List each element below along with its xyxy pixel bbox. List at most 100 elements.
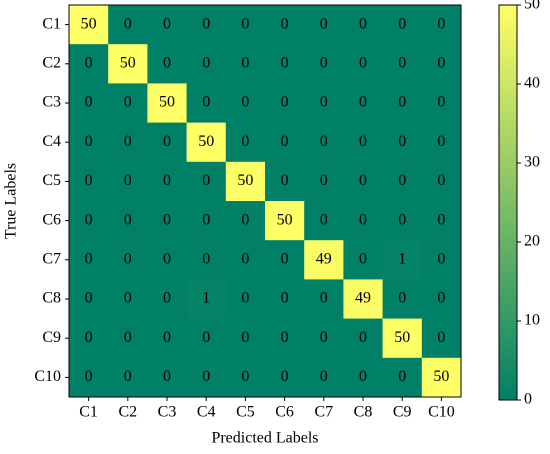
y-tick-label: C9 xyxy=(42,329,61,346)
cell-label: 0 xyxy=(398,54,406,71)
cell xyxy=(225,5,266,45)
cell xyxy=(304,44,344,84)
cell xyxy=(147,318,188,359)
cell-label: 0 xyxy=(124,172,132,189)
cell xyxy=(147,83,188,124)
cell-label: 0 xyxy=(124,329,132,346)
cell xyxy=(186,122,227,163)
x-tick-label: C5 xyxy=(236,404,255,421)
cell-label: 0 xyxy=(85,290,93,307)
cell-label: 0 xyxy=(359,211,367,228)
cell-label: 0 xyxy=(85,94,93,111)
cell-label: 0 xyxy=(241,250,249,267)
cell-label: 0 xyxy=(202,368,210,385)
cell xyxy=(186,83,227,124)
cell-label: 0 xyxy=(241,368,249,385)
colorbar-tick-label: 10 xyxy=(524,312,540,329)
cell-label: 50 xyxy=(433,368,449,385)
cell-label: 0 xyxy=(85,211,93,228)
y-tick-label: C10 xyxy=(34,368,61,385)
cell-label: 50 xyxy=(277,211,293,228)
cell xyxy=(69,44,109,84)
cell xyxy=(225,161,266,202)
cell-label: 0 xyxy=(202,15,210,32)
cell xyxy=(304,201,344,241)
cell xyxy=(343,5,384,45)
cell xyxy=(421,279,462,320)
cell xyxy=(225,279,266,320)
x-tick-label: C10 xyxy=(428,404,455,421)
cell xyxy=(343,122,384,163)
cell xyxy=(147,5,188,45)
cell-label: 1 xyxy=(398,250,406,267)
y-tick-label: C8 xyxy=(42,290,61,307)
cell xyxy=(147,122,188,163)
colorbar-tick-label: 30 xyxy=(524,154,540,171)
cell-label: 0 xyxy=(85,329,93,346)
cell-label: 0 xyxy=(437,94,445,111)
cell xyxy=(108,161,148,202)
cell-label: 0 xyxy=(281,290,289,307)
cell xyxy=(265,83,305,124)
cell xyxy=(225,122,266,163)
cell-label: 0 xyxy=(163,368,171,385)
y-axis-label: True Labels xyxy=(3,163,20,239)
cell-label: 0 xyxy=(241,133,249,150)
cell-label: 0 xyxy=(320,133,328,150)
cell-label: 0 xyxy=(163,290,171,307)
cell xyxy=(382,279,423,320)
cell-label: 0 xyxy=(163,15,171,32)
cell-label: 0 xyxy=(281,15,289,32)
cell-label: 0 xyxy=(85,172,93,189)
cell xyxy=(225,318,266,359)
cell-label: 0 xyxy=(202,329,210,346)
colorbar-tick-label: 0 xyxy=(524,391,532,408)
cell-label: 0 xyxy=(437,15,445,32)
cell-label: 0 xyxy=(359,329,367,346)
cell-label: 0 xyxy=(359,172,367,189)
cell-label: 0 xyxy=(241,211,249,228)
cell xyxy=(69,318,109,359)
cell xyxy=(225,44,266,84)
x-tick-label: C3 xyxy=(158,404,177,421)
cell xyxy=(147,279,188,320)
cell xyxy=(69,279,109,320)
cell-label: 0 xyxy=(359,133,367,150)
cell-label: 1 xyxy=(202,290,210,307)
cell-label: 0 xyxy=(281,329,289,346)
colorbar-tick-label: 20 xyxy=(524,233,540,250)
cell-label: 0 xyxy=(281,172,289,189)
y-tick-label: C5 xyxy=(42,172,61,189)
cell-label: 0 xyxy=(124,15,132,32)
cell xyxy=(304,83,344,124)
cell xyxy=(421,318,462,359)
cell xyxy=(186,318,227,359)
cell-label: 0 xyxy=(241,290,249,307)
cell xyxy=(186,279,227,320)
cell xyxy=(265,5,305,45)
cell xyxy=(225,201,266,241)
cell xyxy=(304,357,344,398)
cell xyxy=(265,318,305,359)
cell xyxy=(304,279,344,320)
x-axis-label: Predicted Labels xyxy=(211,430,318,447)
colorbar xyxy=(498,4,518,401)
cell xyxy=(69,357,109,398)
cell-label: 0 xyxy=(202,94,210,111)
cell xyxy=(343,161,384,202)
cell-label: 0 xyxy=(281,94,289,111)
cell xyxy=(421,240,462,280)
cell-label: 0 xyxy=(437,329,445,346)
cell-label: 0 xyxy=(241,94,249,111)
cell xyxy=(421,44,462,84)
cell-label: 0 xyxy=(163,211,171,228)
cell xyxy=(304,318,344,359)
cell xyxy=(265,122,305,163)
cell xyxy=(186,240,227,280)
cell-label: 0 xyxy=(359,54,367,71)
cell xyxy=(382,83,423,124)
cell-label: 0 xyxy=(163,329,171,346)
cell xyxy=(382,44,423,84)
y-tick-label: C4 xyxy=(42,133,61,150)
cell-label: 0 xyxy=(320,290,328,307)
